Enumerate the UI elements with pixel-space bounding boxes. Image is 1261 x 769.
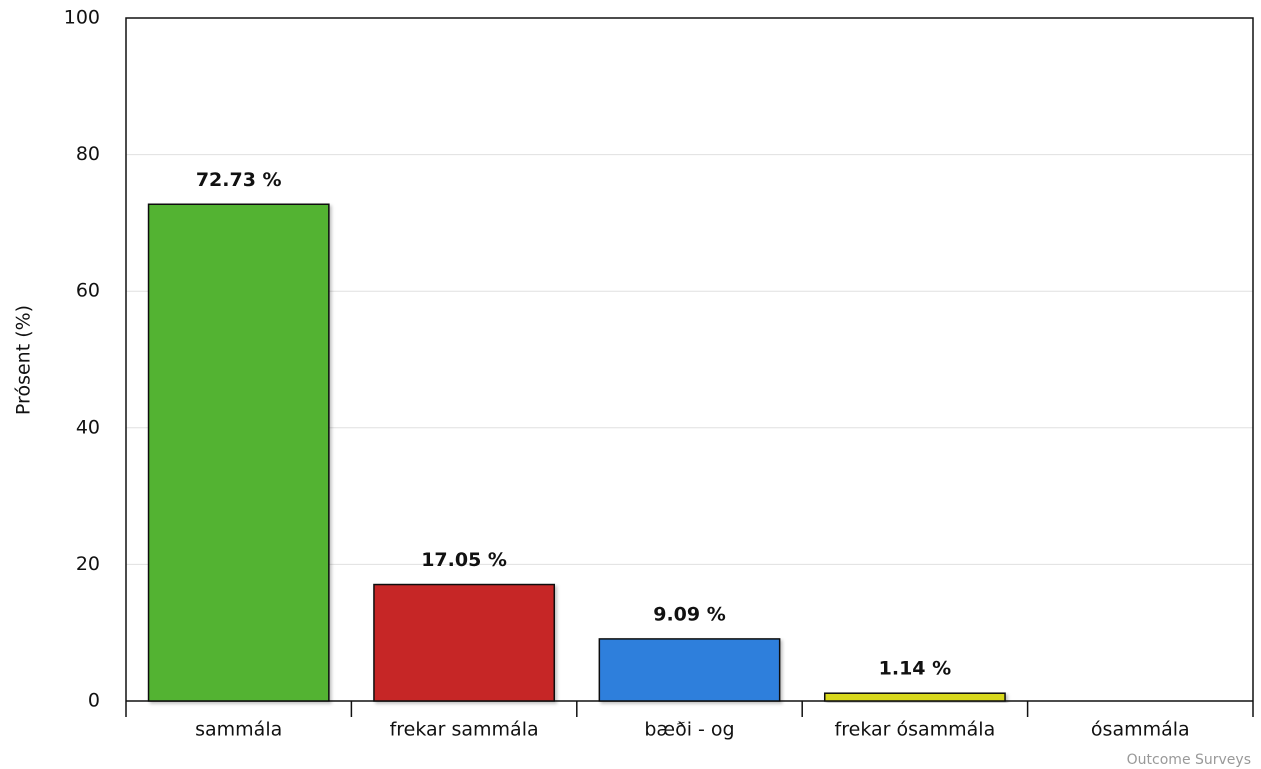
bar xyxy=(823,692,1006,702)
y-tick-label: 0 xyxy=(88,690,100,712)
y-tick-label: 20 xyxy=(76,553,100,575)
y-axis-label: Prósent (%) xyxy=(13,305,35,415)
bar xyxy=(147,203,330,702)
x-tick-label: bæði - og xyxy=(644,719,734,741)
x-tick-label: frekar ósammála xyxy=(835,719,996,741)
data-label: 72.73 % xyxy=(196,169,282,191)
data-label: 17.05 % xyxy=(421,549,507,571)
bar xyxy=(373,583,556,702)
x-tick-label: frekar sammála xyxy=(390,719,539,741)
x-tick-label: sammála xyxy=(195,719,282,741)
y-tick-label: 80 xyxy=(76,143,100,165)
bar xyxy=(598,638,781,702)
credit: Outcome Surveys xyxy=(1127,752,1251,768)
y-tick-label: 100 xyxy=(64,7,100,29)
y-tick-label: 60 xyxy=(76,280,100,302)
data-label: 1.14 % xyxy=(879,658,952,680)
y-tick-label: 40 xyxy=(76,416,100,438)
data-label: 9.09 % xyxy=(653,603,726,625)
x-tick-label: ósammála xyxy=(1091,719,1190,741)
plot-frame xyxy=(125,17,1254,701)
